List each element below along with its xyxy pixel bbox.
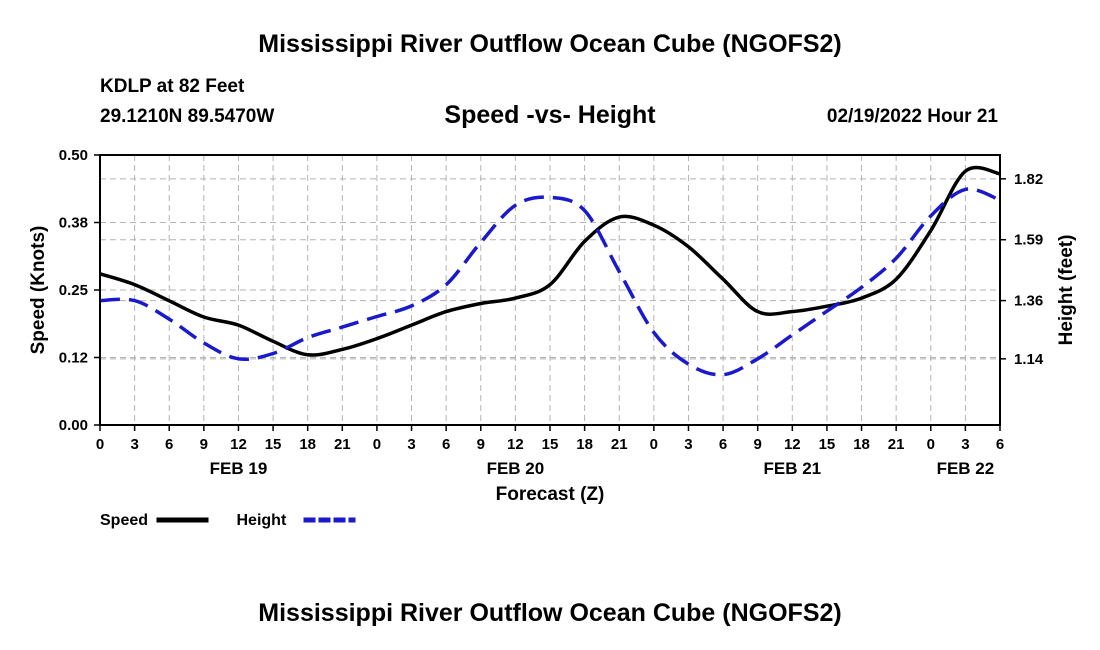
y-tick-label: 0.25 [59, 282, 88, 299]
x-tick-label: 3 [130, 436, 138, 453]
y2-tick-label: 1.82 [1014, 171, 1043, 188]
x-tick-label: 18 [853, 436, 870, 453]
x-tick-label: 0 [927, 436, 935, 453]
station-label: KDLP at 82 Feet [100, 76, 245, 97]
x-axis-label: Forecast (Z) [496, 484, 605, 505]
y2-axis-label: Height (feet) [1056, 235, 1077, 346]
y2-tick-label: 1.59 [1014, 232, 1043, 249]
y-axis-label: Speed (Knots) [28, 226, 49, 355]
date-label: FEB 20 [487, 459, 545, 478]
y-tick-label: 0.38 [59, 215, 88, 232]
y2-tick-label: 1.14 [1014, 351, 1044, 368]
y-tick-label: 0.00 [59, 417, 88, 434]
station-coordinates: 29.1210N 89.5470W [100, 106, 275, 127]
y2-tick-label: 1.36 [1014, 293, 1043, 310]
date-label: FEB 19 [210, 459, 268, 478]
x-tick-label: 12 [230, 436, 247, 453]
chart-subtitle: Speed -vs- Height [444, 101, 656, 129]
series-speed-line [99, 165, 1001, 357]
x-tick-label: 12 [507, 436, 524, 453]
y-tick-label: 0.12 [59, 350, 88, 367]
x-tick-label: 21 [888, 436, 905, 453]
series-layer [99, 165, 1001, 377]
x-tick-label: 12 [784, 436, 801, 453]
x-tick-label: 0 [373, 436, 381, 453]
x-tick-label: 21 [611, 436, 628, 453]
axes: 0 3 6 9 12 15 18 21 0 3 6 9 12 15 18 21 0 3 6 9 12 15 18 21 0 3 6F… [59, 147, 1044, 478]
x-tick-label: 15 [542, 436, 559, 453]
x-tick-label: 6 [996, 436, 1004, 453]
forecast-datetime: 02/19/2022 Hour 21 [826, 106, 998, 127]
x-tick-label: 6 [719, 436, 727, 453]
grid [100, 155, 1000, 425]
y-tick-label: 0.50 [59, 147, 88, 164]
x-tick-label: 15 [265, 436, 282, 453]
chart-title: Mississippi River Outflow Ocean Cube (NG… [258, 30, 842, 58]
footer-title: Mississippi River Outflow Ocean Cube (NG… [258, 599, 842, 627]
series-height-line [99, 187, 1001, 377]
x-tick-label: 3 [961, 436, 969, 453]
x-tick-label: 18 [299, 436, 316, 453]
x-tick-label: 6 [165, 436, 173, 453]
x-tick-label: 9 [200, 436, 208, 453]
legend: Speed Height [100, 512, 356, 529]
x-tick-label: 15 [819, 436, 836, 453]
legend-label: Height [237, 512, 287, 529]
x-tick-label: 9 [477, 436, 485, 453]
x-tick-label: 0 [650, 436, 658, 453]
x-tick-label: 18 [576, 436, 593, 453]
legend-label: Speed [100, 512, 148, 529]
x-tick-label: 3 [407, 436, 415, 453]
date-label: FEB 21 [763, 459, 821, 478]
date-label: FEB 22 [937, 459, 995, 478]
x-tick-label: 3 [684, 436, 692, 453]
x-tick-label: 6 [442, 436, 450, 453]
x-tick-label: 21 [334, 436, 351, 453]
x-tick-label: 9 [754, 436, 762, 453]
x-tick-label: 0 [96, 436, 104, 453]
